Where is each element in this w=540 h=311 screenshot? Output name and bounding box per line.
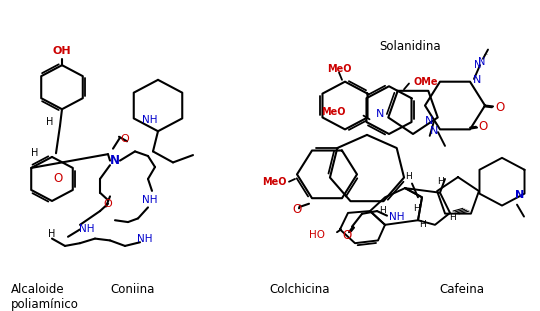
Text: HO: HO (309, 230, 325, 240)
Text: O: O (478, 120, 487, 133)
Text: N: N (430, 126, 438, 136)
Text: Alcaloide
poliamínico: Alcaloide poliamínico (11, 282, 79, 311)
Text: NH: NH (389, 212, 404, 222)
Text: NH: NH (142, 115, 157, 125)
Text: Colchicina: Colchicina (269, 282, 330, 295)
Text: N: N (426, 116, 434, 126)
Text: OH: OH (53, 46, 71, 56)
Text: MeO: MeO (262, 177, 287, 187)
Text: H: H (48, 229, 56, 239)
Text: N: N (110, 154, 120, 167)
Text: Solanidina: Solanidina (380, 40, 441, 53)
Text: O: O (342, 229, 352, 242)
Text: NH: NH (79, 225, 94, 234)
Text: N: N (376, 109, 384, 119)
Text: H: H (450, 213, 456, 222)
Text: N: N (515, 189, 525, 200)
Text: H: H (379, 206, 386, 215)
Text: H: H (31, 148, 38, 158)
Text: Cafeina: Cafeina (439, 282, 484, 295)
Text: H: H (414, 204, 420, 213)
Text: H: H (437, 177, 443, 186)
Text: N: N (474, 60, 482, 70)
Text: methyl: methyl (483, 53, 489, 55)
Text: MeO: MeO (327, 64, 351, 74)
Text: OMe: OMe (413, 77, 437, 87)
Text: Coniina: Coniina (110, 282, 154, 295)
Text: N: N (478, 57, 485, 67)
Text: O: O (120, 134, 130, 145)
Text: MeO: MeO (321, 107, 346, 117)
Text: H: H (420, 220, 427, 229)
Text: O: O (104, 199, 112, 209)
Text: H: H (46, 117, 53, 127)
Text: NH: NH (137, 234, 153, 244)
Text: NH: NH (142, 195, 158, 205)
Text: O: O (495, 101, 504, 114)
Text: N: N (473, 75, 481, 85)
Text: O: O (292, 203, 302, 216)
Text: H: H (404, 172, 411, 181)
Text: O: O (53, 172, 63, 185)
